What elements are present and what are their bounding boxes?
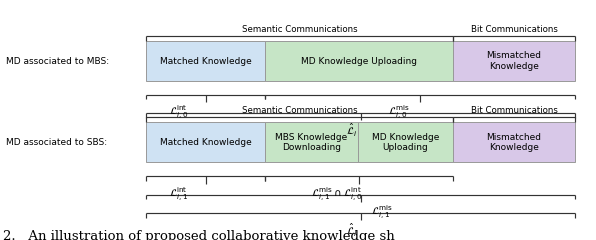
Text: Bit Communications: Bit Communications bbox=[471, 106, 557, 115]
FancyBboxPatch shape bbox=[265, 122, 358, 162]
Text: $\hat{\mathcal{L}}_{i}$: $\hat{\mathcal{L}}_{i}$ bbox=[346, 222, 357, 239]
Text: MBS Knowledge
Downloading: MBS Knowledge Downloading bbox=[275, 132, 347, 152]
FancyBboxPatch shape bbox=[453, 122, 575, 162]
Text: $\mathcal{L}_{i,1}^{\mathrm{mis}} \cap \mathcal{L}_{i,0}^{\mathrm{int}}$: $\mathcal{L}_{i,1}^{\mathrm{mis}} \cap \… bbox=[311, 186, 362, 204]
Text: $\mathcal{L}_{i,1}^{\mathrm{int}}$: $\mathcal{L}_{i,1}^{\mathrm{int}}$ bbox=[169, 186, 188, 204]
Text: Semantic Communications: Semantic Communications bbox=[241, 25, 358, 34]
Text: MD Knowledge Uploading: MD Knowledge Uploading bbox=[301, 57, 417, 66]
Text: MD associated to MBS:: MD associated to MBS: bbox=[6, 57, 109, 66]
Text: Semantic Communications: Semantic Communications bbox=[241, 106, 358, 115]
Text: Matched Knowledge: Matched Knowledge bbox=[160, 57, 252, 66]
FancyBboxPatch shape bbox=[146, 122, 265, 162]
Text: $\mathcal{L}_{i,1}^{\mathrm{mis}}$: $\mathcal{L}_{i,1}^{\mathrm{mis}}$ bbox=[371, 204, 392, 222]
Text: Matched Knowledge: Matched Knowledge bbox=[160, 138, 252, 147]
FancyBboxPatch shape bbox=[146, 41, 265, 81]
Text: $\hat{\mathcal{L}}_{i}$: $\hat{\mathcal{L}}_{i}$ bbox=[346, 122, 357, 139]
Text: $\mathcal{L}_{i,0}^{\mathrm{int}}$: $\mathcal{L}_{i,0}^{\mathrm{int}}$ bbox=[169, 104, 188, 122]
Text: Mismatched
Knowledge: Mismatched Knowledge bbox=[486, 51, 542, 71]
FancyBboxPatch shape bbox=[453, 41, 575, 81]
FancyBboxPatch shape bbox=[265, 41, 453, 81]
Text: Mismatched
Knowledge: Mismatched Knowledge bbox=[486, 132, 542, 152]
Text: MD Knowledge
Uploading: MD Knowledge Uploading bbox=[371, 132, 439, 152]
FancyBboxPatch shape bbox=[358, 122, 453, 162]
Text: 2.   An illustration of proposed collaborative knowledge sh: 2. An illustration of proposed collabora… bbox=[3, 230, 395, 240]
Text: $\mathcal{L}_{i,0}^{\mathrm{mis}}$: $\mathcal{L}_{i,0}^{\mathrm{mis}}$ bbox=[389, 104, 410, 122]
Text: Bit Communications: Bit Communications bbox=[471, 25, 557, 34]
Text: MD associated to SBS:: MD associated to SBS: bbox=[6, 138, 107, 147]
